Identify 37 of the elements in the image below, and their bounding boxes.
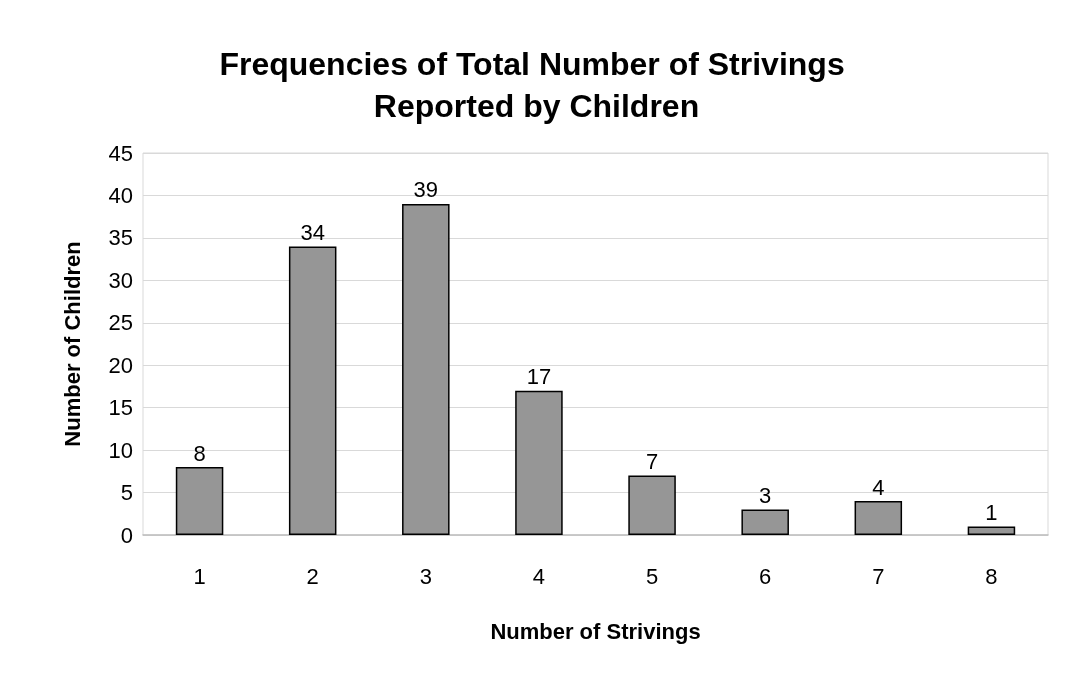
bar <box>515 390 563 535</box>
x-tick-label: 4 <box>532 563 546 589</box>
y-tick-label: 40 <box>108 182 133 208</box>
y-tick-label: 15 <box>108 395 133 421</box>
y-tick-label: 25 <box>108 310 133 336</box>
data-label: 4 <box>872 474 885 500</box>
x-tick-label: 2 <box>306 563 319 589</box>
bar <box>175 467 224 535</box>
data-label: 7 <box>645 449 659 475</box>
bar <box>741 509 789 535</box>
x-tick-label: 3 <box>419 563 432 589</box>
data-label: 3 <box>759 483 772 509</box>
data-label: 39 <box>413 177 439 203</box>
data-label: 34 <box>300 219 325 245</box>
bar <box>967 526 1016 535</box>
x-tick-label: 5 <box>645 563 659 589</box>
data-label: 1 <box>985 500 998 526</box>
x-axis-title: Number of Strivings <box>490 618 701 644</box>
y-tick-label: 0 <box>120 522 133 548</box>
bar <box>402 203 450 535</box>
y-tick-label: 45 <box>108 140 133 166</box>
x-tick-label: 8 <box>985 563 998 589</box>
x-tick-label: 6 <box>759 563 772 589</box>
y-tick-label: 20 <box>108 352 133 378</box>
data-label: 8 <box>193 440 206 466</box>
y-tick-label: 35 <box>108 225 133 251</box>
x-tick-label: 1 <box>193 563 206 589</box>
x-tick-label: 7 <box>872 563 885 589</box>
data-label: 17 <box>526 364 552 390</box>
chart-title: Frequencies of Total Number of Strivings Reported by Children <box>219 46 854 124</box>
y-tick-label: 10 <box>108 437 133 463</box>
y-axis-title: Number of Children <box>59 241 85 447</box>
y-tick-label: 30 <box>108 267 133 293</box>
bar <box>288 246 337 535</box>
y-tick-label: 5 <box>120 480 133 506</box>
bar <box>854 501 903 535</box>
bar <box>628 475 676 535</box>
